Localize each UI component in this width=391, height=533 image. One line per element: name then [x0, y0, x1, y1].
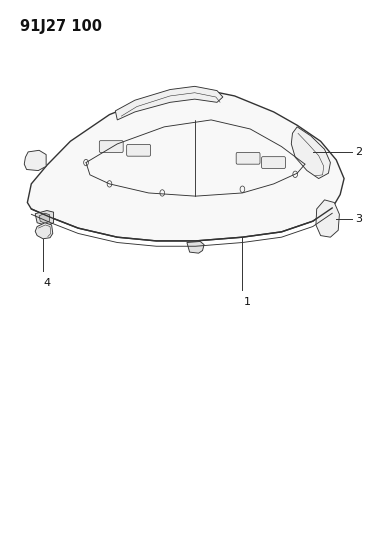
Polygon shape — [187, 241, 204, 253]
Polygon shape — [35, 223, 53, 239]
FancyBboxPatch shape — [262, 157, 285, 168]
Polygon shape — [35, 211, 54, 225]
Text: 2: 2 — [355, 147, 362, 157]
Polygon shape — [115, 86, 223, 120]
Polygon shape — [316, 200, 339, 237]
Polygon shape — [291, 127, 330, 179]
Polygon shape — [27, 88, 344, 241]
FancyBboxPatch shape — [127, 144, 151, 156]
Text: 91J27 100: 91J27 100 — [20, 19, 102, 34]
FancyBboxPatch shape — [236, 152, 260, 164]
Text: 3: 3 — [355, 214, 362, 223]
Text: 4: 4 — [44, 278, 51, 288]
Text: 1: 1 — [244, 297, 251, 308]
FancyBboxPatch shape — [99, 141, 123, 152]
Polygon shape — [39, 213, 50, 223]
Polygon shape — [24, 150, 46, 171]
